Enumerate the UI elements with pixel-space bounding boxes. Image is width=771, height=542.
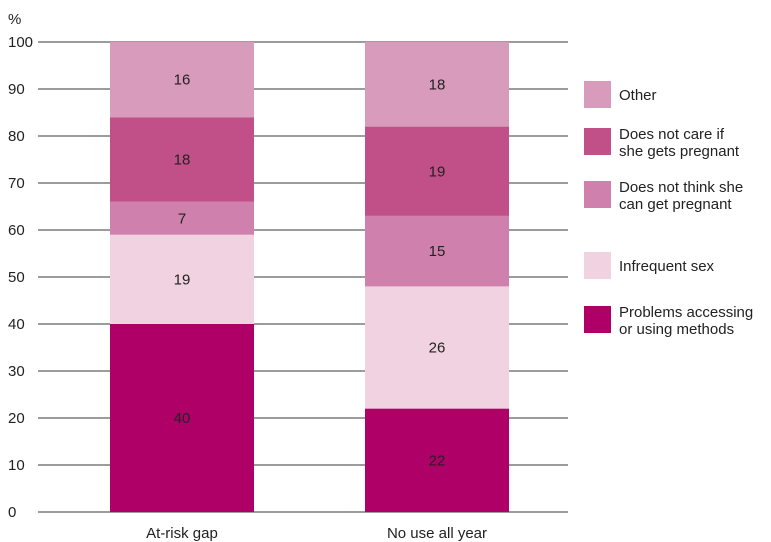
y-tick-label: 80 [8,128,25,145]
data-label: 15 [429,243,446,260]
bar-segment [365,42,509,127]
legend-label: Other [619,87,657,104]
data-label: 22 [429,452,446,469]
bar-segment [365,286,509,409]
legend-swatch [584,128,611,155]
legend-swatch [584,181,611,208]
bar-segment [365,408,509,512]
y-tick-label: 70 [8,175,25,192]
bar-segment [110,42,254,118]
bar-segment [110,201,254,235]
legend-swatch [584,252,611,279]
bars: 40 19 7 18 16 22 26 15 19 18 [110,42,509,512]
data-label: 7 [178,210,186,227]
y-tick-label: 10 [8,457,25,474]
data-label: 40 [174,410,191,427]
bar-segment [110,234,254,324]
y-unit-label: % [8,11,21,28]
y-tick-label: 90 [8,81,25,98]
bar-segment [110,324,254,512]
data-label: 18 [429,76,446,93]
data-label: 19 [174,271,191,288]
legend-label: Infrequent sex [619,258,715,275]
legend-label: can get pregnant [619,196,732,213]
bar-segment [110,117,254,202]
legend-label: or using methods [619,321,734,338]
data-label: 26 [429,340,446,357]
x-axis-ticks: At-risk gap No use all year [146,525,487,542]
y-tick-label: 0 [8,504,16,521]
bar-segment [365,215,509,287]
x-tick-label: At-risk gap [146,525,218,542]
y-tick-label: 60 [8,222,25,239]
legend-label: Does not care if [619,126,725,143]
y-tick-label: 40 [8,316,25,333]
y-axis-ticks: 0 10 20 30 40 50 60 70 80 90 100 [8,34,33,521]
data-label: 19 [429,163,446,180]
bar-segment [365,126,509,216]
y-tick-label: 100 [8,34,33,51]
legend-label: Does not think she [619,179,743,196]
legend-label: Problems accessing [619,304,753,321]
y-tick-label: 20 [8,410,25,427]
x-tick-label: No use all year [387,525,487,542]
y-tick-label: 30 [8,363,25,380]
data-label: 18 [174,152,191,169]
legend-label: she gets pregnant [619,143,740,160]
y-tick-label: 50 [8,269,25,286]
data-label: 16 [174,72,191,89]
legend-swatch [584,81,611,108]
legend-swatch [584,306,611,333]
